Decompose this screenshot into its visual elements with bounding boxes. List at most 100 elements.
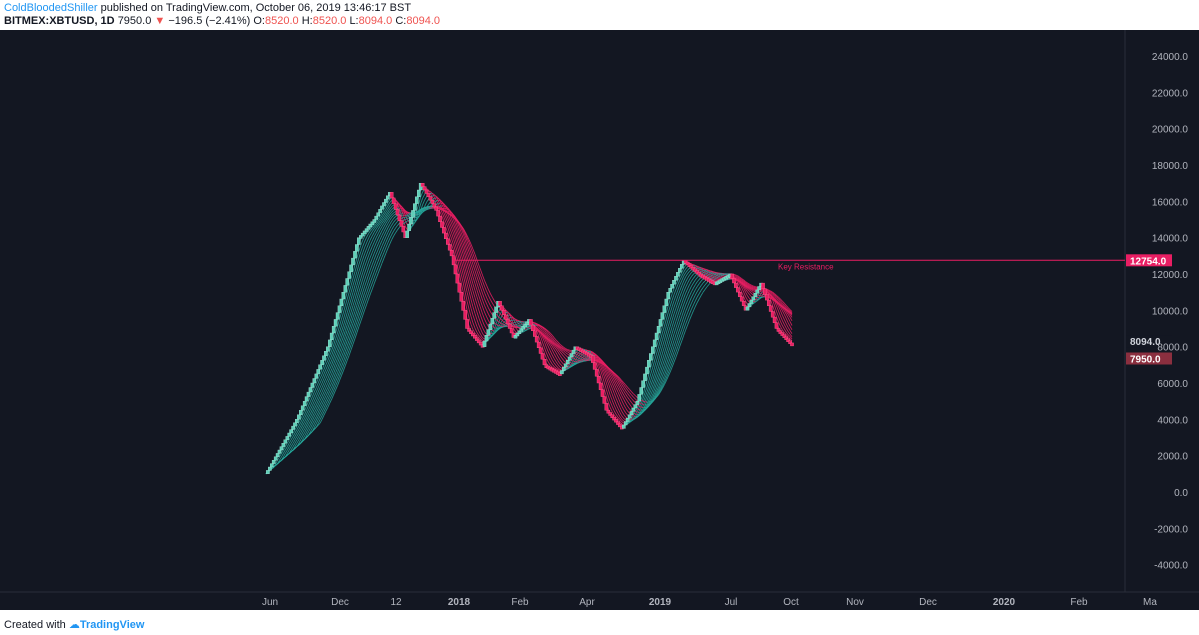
publish-text: published on TradingView.com, October 06… xyxy=(97,2,412,14)
ma-ribbon-segment xyxy=(342,325,346,332)
ma-ribbon-segment xyxy=(571,364,574,367)
ma-ribbon-segment xyxy=(458,253,462,261)
ma-ribbon-segment xyxy=(311,412,315,418)
ma-ribbon-segment xyxy=(315,382,319,388)
ma-ribbon-segment xyxy=(369,235,373,240)
ma-ribbon-segment xyxy=(348,317,352,325)
ma-ribbon-segment xyxy=(346,324,350,331)
ma-ribbon-segment xyxy=(339,371,342,377)
ma-ribbon-segment xyxy=(474,264,478,271)
ma-ribbon-segment xyxy=(677,284,681,291)
ma-ribbon-segment xyxy=(673,289,677,295)
ma-ribbon-segment xyxy=(300,414,304,419)
ma-ribbon-segment xyxy=(631,402,634,406)
ma-ribbon-segment xyxy=(542,327,545,331)
ma-ribbon-segment xyxy=(451,215,454,219)
ma-ribbon-segment xyxy=(640,402,644,407)
ma-ribbon-segment xyxy=(441,212,445,218)
ma-ribbon-segment xyxy=(482,321,485,326)
ma-ribbon-segment xyxy=(327,369,331,375)
ma-ribbon-segment xyxy=(286,453,290,456)
ma-ribbon-segment xyxy=(335,338,339,345)
y-tick-label: 2000.0 xyxy=(1157,452,1188,463)
ma-ribbon-segment xyxy=(333,348,337,355)
ma-ribbon-segment xyxy=(389,224,393,229)
ma-ribbon-segment xyxy=(476,264,480,271)
ma-ribbon-segment xyxy=(654,378,658,385)
ma-ribbon-segment xyxy=(625,390,628,394)
ma-ribbon-segment xyxy=(718,277,721,280)
tradingview-brand[interactable]: TradingView xyxy=(79,619,145,631)
ma-ribbon-segment xyxy=(414,211,417,213)
candle xyxy=(567,356,572,361)
candle xyxy=(674,275,678,281)
candle xyxy=(637,394,641,402)
ma-ribbon-segment xyxy=(403,208,406,211)
ma-ribbon-segment xyxy=(766,290,770,292)
ma-ribbon-segment xyxy=(559,368,563,371)
ma-ribbon-segment xyxy=(681,272,685,277)
ma-ribbon-segment xyxy=(317,404,321,409)
ma-ribbon-segment xyxy=(660,339,663,347)
ma-ribbon-segment xyxy=(633,393,636,397)
ma-ribbon-segment xyxy=(344,335,348,342)
ma-ribbon-segment xyxy=(733,274,737,277)
ma-ribbon-segment xyxy=(623,394,627,399)
ma-ribbon-segment xyxy=(486,309,489,315)
candle xyxy=(285,436,290,440)
ma-ribbon-segment xyxy=(683,287,687,293)
ma-ribbon-segment xyxy=(383,212,387,216)
ma-ribbon-segment xyxy=(557,356,561,360)
ma-ribbon-segment xyxy=(718,275,721,278)
candle xyxy=(745,306,750,311)
ma-ribbon-segment xyxy=(366,281,369,288)
ma-ribbon-segment xyxy=(714,280,717,282)
ma-ribbon-segment xyxy=(575,351,578,354)
price-change: −196.5 (−2.41%) xyxy=(168,15,251,27)
ma-ribbon-segment xyxy=(627,422,630,425)
candle xyxy=(598,382,603,391)
ma-ribbon-segment xyxy=(656,386,660,392)
ma-ribbon-segment xyxy=(582,359,586,361)
ma-ribbon-segment xyxy=(673,334,677,341)
ma-ribbon-segment xyxy=(339,312,342,320)
ma-ribbon-segment xyxy=(739,276,742,279)
candle xyxy=(647,360,651,368)
ma-ribbon-segment xyxy=(373,232,377,237)
ma-ribbon-segment xyxy=(418,211,422,215)
ma-ribbon-segment xyxy=(381,226,385,231)
candles-group xyxy=(266,182,794,474)
ma-ribbon-segment xyxy=(648,385,652,392)
ma-ribbon-segment xyxy=(331,363,335,370)
ma-ribbon-segment xyxy=(331,381,335,387)
chart-area[interactable]: Key Resistance 12754.0 8094.0 7950.0 24000.… xyxy=(0,30,1199,610)
ma-ribbon-segment xyxy=(298,439,302,444)
ma-ribbon-segment xyxy=(308,413,311,418)
ma-ribbon-segment xyxy=(652,379,656,386)
ma-ribbon-segment xyxy=(681,291,685,298)
candle xyxy=(486,329,491,336)
ma-ribbon-segment xyxy=(292,447,296,451)
ma-ribbon-segment xyxy=(499,327,503,329)
price-axis[interactable] xyxy=(1125,30,1199,610)
ma-ribbon-segment xyxy=(600,359,603,362)
ma-ribbon-segment xyxy=(613,374,617,378)
ma-ribbon-segment xyxy=(781,300,785,304)
ma-ribbon-segment xyxy=(579,357,582,360)
ma-ribbon-segment xyxy=(288,442,292,447)
ma-ribbon-segment xyxy=(675,351,679,358)
ma-ribbon-segment xyxy=(499,322,503,325)
ma-ribbon-segment xyxy=(436,199,439,202)
ma-ribbon-segment xyxy=(747,287,750,290)
ma-ribbon-segment xyxy=(350,292,354,300)
candle xyxy=(302,401,307,406)
time-axis[interactable] xyxy=(0,592,1199,610)
ma-ribbon-segment xyxy=(611,376,615,381)
ma-ribbon-segment xyxy=(323,403,327,408)
ma-ribbon-segment xyxy=(312,428,315,432)
ma-ribbon-segment xyxy=(308,401,311,406)
ma-ribbon-segment xyxy=(310,401,313,406)
author-link[interactable]: ColdBloodedShiller xyxy=(4,2,98,14)
tradingview-logo-icon[interactable]: ☁ xyxy=(68,619,80,631)
